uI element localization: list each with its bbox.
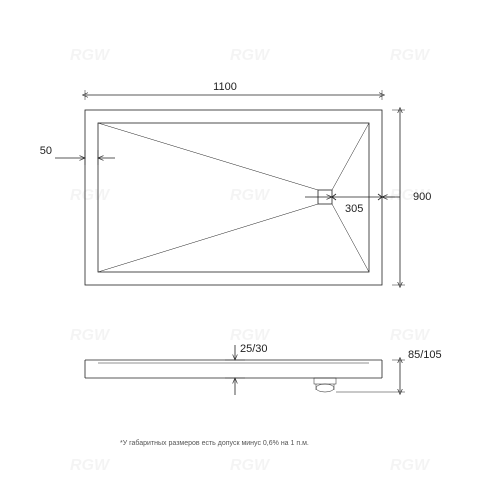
svg-text:50: 50 [40, 145, 52, 157]
dim-overall-height: 85/105 [336, 349, 442, 392]
svg-text:25/30: 25/30 [240, 343, 268, 355]
svg-text:305: 305 [345, 203, 363, 215]
footnote: *У габаритных размеров есть допуск минус… [120, 439, 309, 447]
dim-rim-height: 25/30 [225, 343, 268, 395]
svg-text:RGW: RGW [390, 47, 431, 64]
dim-rim-50: 50 [40, 145, 115, 165]
svg-text:RGW: RGW [70, 47, 111, 64]
watermark: RGW RGW RGW RGW RGW RGW RGW RGW RGW RGW … [70, 47, 431, 474]
svg-text:RGW: RGW [230, 457, 271, 474]
svg-text:RGW: RGW [70, 327, 111, 344]
dim-width-1100: 1100 [85, 81, 382, 100]
svg-text:900: 900 [413, 191, 431, 203]
svg-text:RGW: RGW [390, 457, 431, 474]
svg-text:RGW: RGW [230, 187, 271, 204]
svg-text:RGW: RGW [390, 327, 431, 344]
svg-text:RGW: RGW [70, 187, 111, 204]
svg-text:RGW: RGW [230, 327, 271, 344]
svg-text:RGW: RGW [230, 47, 271, 64]
svg-text:1100: 1100 [213, 81, 237, 93]
svg-text:RGW: RGW [70, 457, 111, 474]
dim-drain-305: 305 [305, 194, 400, 215]
svg-text:85/105: 85/105 [408, 349, 442, 361]
section-view [85, 360, 382, 392]
